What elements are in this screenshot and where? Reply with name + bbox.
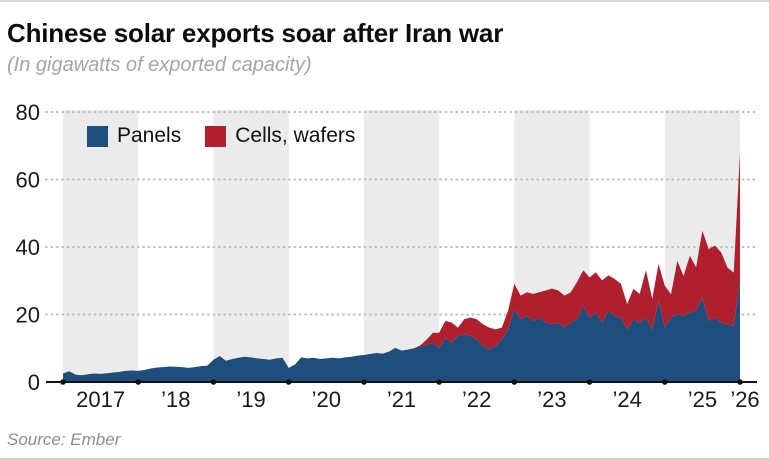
year-tick-dot (60, 379, 66, 385)
chart-legend: Panels Cells, wafers (87, 124, 355, 148)
cells-wafers-swatch-icon (205, 125, 227, 147)
legend-label-panels: Panels (117, 124, 182, 147)
year-band (213, 110, 289, 382)
x-tick-label: 2017 (76, 387, 125, 412)
x-tick-label: ’22 (462, 387, 491, 412)
panels-area (63, 280, 740, 382)
chart-subtitle: (In gigawatts of exported capacity) (7, 54, 312, 76)
year-tick-dot (586, 379, 593, 385)
y-tick-label: 60 (16, 168, 40, 193)
x-tick-label: ’20 (312, 387, 341, 412)
x-tick-label: ’23 (537, 387, 566, 412)
x-tick-label: ’19 (236, 387, 265, 412)
x-tick-label: ’24 (612, 387, 641, 412)
panels-swatch-icon (87, 125, 108, 147)
x-tick-label: ’18 (161, 387, 190, 412)
year-tick-dot (135, 379, 142, 385)
year-tick-dot (661, 379, 668, 385)
legend-item-cells-wafers: Cells, wafers (205, 124, 355, 148)
year-tick-dot (511, 379, 518, 385)
y-tick-label: 20 (16, 303, 40, 328)
legend-label-cells-wafers: Cells, wafers (235, 124, 356, 147)
year-tick-dot (436, 379, 442, 385)
year-tick-dot (737, 379, 743, 385)
year-tick-dot (285, 379, 292, 385)
cells-wafers-area (63, 152, 740, 376)
y-tick-label: 80 (16, 100, 40, 125)
x-tick-label: ’25 (688, 387, 717, 412)
legend-item-panels: Panels (87, 124, 181, 148)
chart-title: Chinese solar exports soar after Iran wa… (7, 18, 504, 48)
year-tick-dot (361, 379, 367, 385)
x-tick-label: ’21 (387, 387, 416, 412)
y-tick-label: 0 (28, 370, 40, 395)
y-tick-label: 40 (16, 235, 40, 260)
year-tick-dot (210, 379, 217, 385)
x-tick-label: ’26 (730, 387, 759, 412)
year-band (363, 110, 440, 382)
source-note: Source: Ember (7, 430, 121, 449)
